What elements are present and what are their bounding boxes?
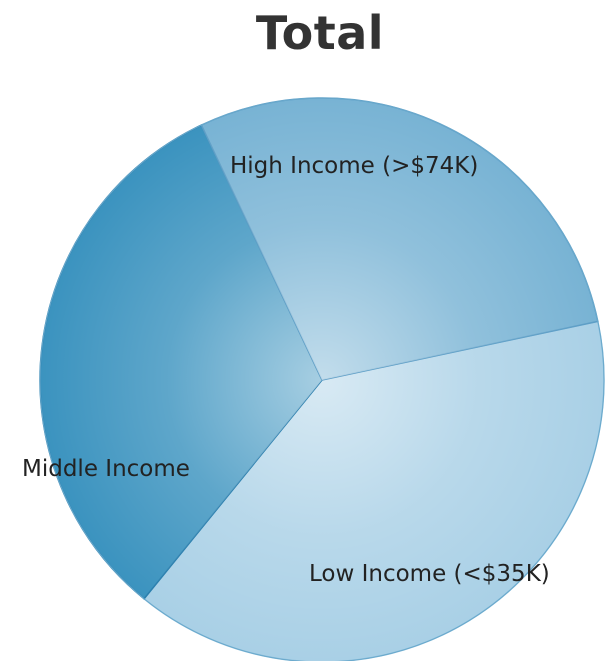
pie-slice-highlight — [144, 321, 604, 661]
pie-slice-highlight — [40, 125, 322, 599]
pie-outline — [39, 97, 605, 661]
pie-slice-label: Middle Income — [22, 456, 190, 482]
chart-title: Total — [255, 6, 385, 60]
labels-layer: High Income (>$74K) Low Income (<$35K) Mid… — [22, 153, 550, 587]
slices-layer — [39, 97, 605, 661]
pie-slice-highlight — [201, 98, 598, 380]
pie-slice-label: High Income (>$74K) — [230, 153, 478, 179]
pie-slice-label: Low Income (<$35K) — [309, 561, 550, 587]
